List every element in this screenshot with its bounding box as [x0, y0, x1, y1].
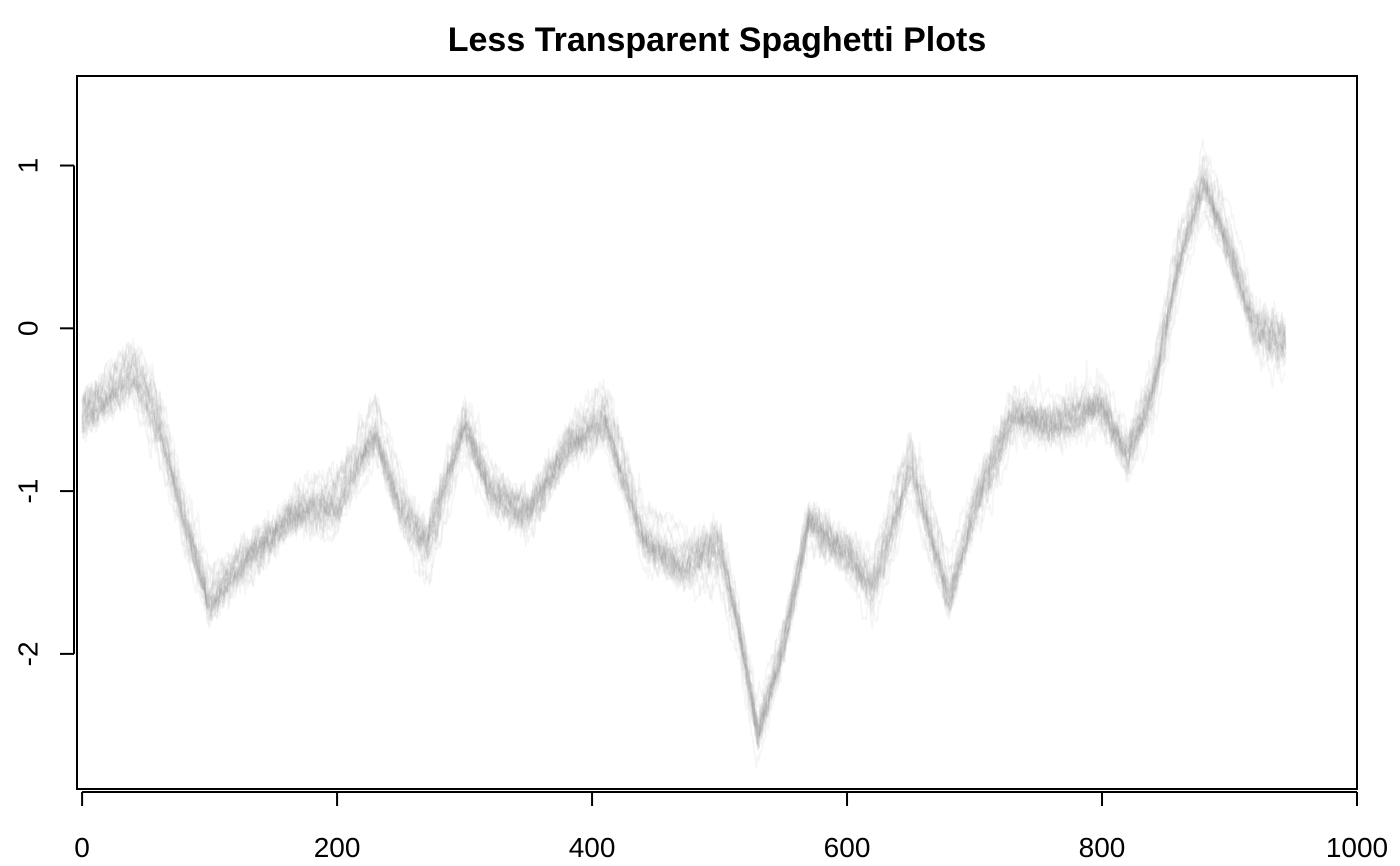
x-tick-label: 200 [314, 832, 361, 863]
x-axis: 0 200 400 600 800 1000 [74, 791, 1388, 863]
series-line [81, 176, 1287, 745]
series-line [81, 164, 1287, 750]
series-line [81, 170, 1287, 738]
series-line [81, 138, 1287, 737]
series-line [81, 195, 1287, 769]
series-line [81, 182, 1287, 716]
series-line [81, 175, 1287, 748]
series-line [81, 169, 1287, 739]
series-line [81, 156, 1287, 745]
series-layer [81, 138, 1287, 769]
x-tick-label: 400 [569, 832, 616, 863]
y-axis: -2 -1 0 1 [12, 158, 75, 666]
series-line [81, 181, 1286, 749]
series-line [81, 168, 1287, 752]
series-line [81, 173, 1287, 738]
x-tick-label: 0 [74, 832, 90, 863]
x-tick-label: 600 [824, 832, 871, 863]
x-tick-label: 800 [1079, 832, 1126, 863]
y-tick-label: -2 [12, 641, 43, 666]
y-tick-label: -1 [12, 479, 43, 504]
series-line [81, 172, 1287, 738]
series-line [81, 186, 1287, 735]
chart-title: Less Transparent Spaghetti Plots [448, 21, 986, 59]
series-line [81, 155, 1287, 732]
series-line [81, 177, 1287, 749]
series-line [81, 210, 1287, 703]
y-tick-label: 0 [12, 321, 43, 337]
series-line [81, 173, 1287, 736]
series-line [81, 185, 1287, 723]
series-line [81, 186, 1287, 731]
series-line [81, 181, 1287, 739]
series-line [81, 177, 1287, 745]
series-line [81, 153, 1287, 727]
y-tick-label: 1 [12, 158, 43, 174]
series-line [81, 178, 1287, 749]
plot-frame [76, 75, 1358, 790]
series-line [81, 204, 1287, 729]
x-tick-label: 1000 [1326, 832, 1388, 863]
